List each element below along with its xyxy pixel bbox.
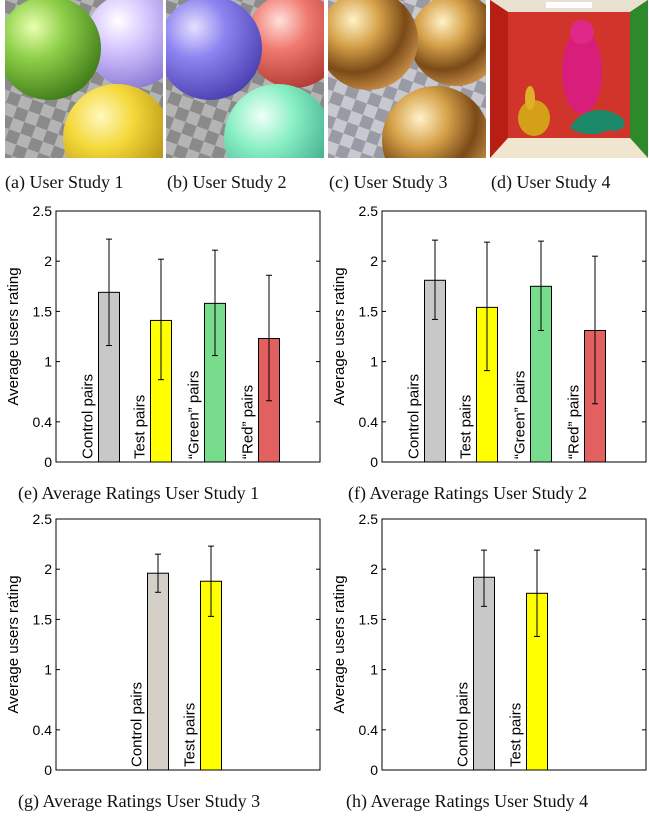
caption-b: (b) User Study 2 [167,172,287,192]
bar-label: “Red” pairs [240,385,257,459]
y-tick-label: 1 [44,354,52,370]
thumbnail-user-study-1 [5,0,163,158]
caption-d: (d) User Study 4 [491,172,611,192]
y-tick-label: 1 [44,662,52,678]
y-tick-label: 1 [370,354,378,370]
bar [147,572,169,771]
bar-label: Test pairs [132,395,149,459]
plot-frame [381,518,647,771]
caption-h: (h) Average Ratings User Study 4 [346,791,589,811]
y-tick-label: 2 [44,253,52,269]
y-tick-label: 1.5 [359,303,379,319]
chart-user-study-3: 0 0.4 1 1.5 2 2.5 Average users rating Control … [0,508,324,788]
thumbnail-user-study-3 [328,0,486,158]
chart-user-study-2: 0 0.4 1 1.5 2 2.5 Average users rating Control … [326,200,649,480]
caption-f: (f) Average Ratings User Study 2 [348,483,588,503]
caption-c: (c) User Study 3 [329,172,448,192]
thumbnail-user-study-4 [490,0,648,158]
bar-label: Control pairs [129,682,146,767]
y-axis-label: Average users rating [5,267,22,405]
bar-label: Test pairs [508,703,525,767]
y-axis-label: Average users rating [331,267,348,405]
bar-label: “Green” pairs [512,371,529,459]
y-tick-label: 0 [44,762,52,778]
y-tick-label: 0.4 [33,722,53,738]
caption-e: (e) Average Ratings User Study 1 [18,483,260,503]
y-tick-label: 2 [370,253,378,269]
bar-label: “Green” pairs [186,371,203,459]
image-row: (a) User Study 1 (b) User Study 2 (c) Us… [0,0,649,200]
thumbnail-user-study-2 [166,0,324,158]
y-tick-label: 1.5 [33,611,53,627]
caption-g: (g) Average Ratings User Study 3 [18,791,261,811]
chart-user-study-4: 0 0.4 1 1.5 2 2.5 Average users rating Control … [326,508,649,788]
plot-frame [381,210,647,463]
y-tick-label: 2.5 [33,203,53,219]
y-axis-label: Average users rating [5,575,22,713]
bar-label: Control pairs [455,682,472,767]
y-tick-label: 0 [370,762,378,778]
caption-a: (a) User Study 1 [5,172,124,192]
y-tick-label: 0.4 [359,722,379,738]
plot-frame [55,518,321,771]
y-axis-label: Average users rating [331,575,348,713]
y-tick-label: 2.5 [33,511,53,527]
y-tick-label: 2.5 [359,203,379,219]
bar-label: Control pairs [406,374,423,459]
chart-user-study-1: 0 0.4 1 1.5 2 2.5 Average users rating Control … [0,200,324,480]
plot-frame [55,210,321,463]
y-tick-label: 2 [44,561,52,577]
bar-label: “Red” pairs [566,385,583,459]
bar-label: Test pairs [458,395,475,459]
y-tick-label: 0.4 [33,414,53,430]
y-tick-label: 1 [370,662,378,678]
y-tick-label: 2 [370,561,378,577]
y-tick-label: 1.5 [359,611,379,627]
y-tick-label: 1.5 [33,303,53,319]
y-tick-label: 2.5 [359,511,379,527]
y-tick-label: 0 [370,454,378,470]
bar-label: Test pairs [182,703,199,767]
bar-label: Control pairs [80,374,97,459]
y-tick-label: 0 [44,454,52,470]
y-tick-label: 0.4 [359,414,379,430]
